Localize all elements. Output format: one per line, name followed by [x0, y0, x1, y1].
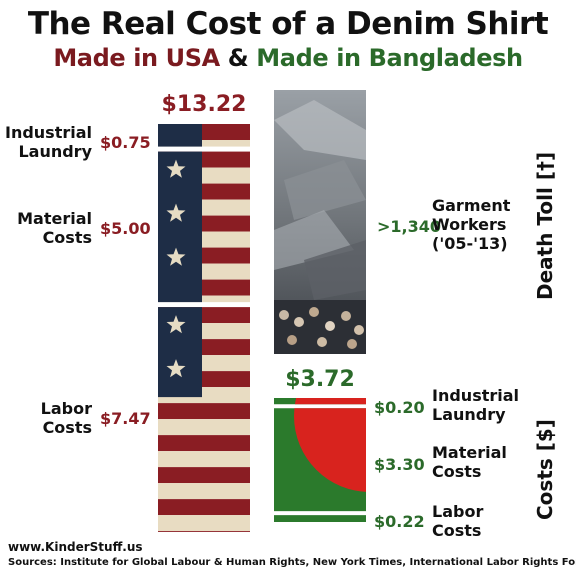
footer-site: www.KinderStuff.us: [8, 540, 143, 554]
usa-label-laundry: Industrial Laundry: [4, 123, 92, 161]
bd-segment-labor: [274, 515, 366, 522]
costs-axis-label: Costs [$]: [533, 419, 557, 520]
usa-flag-bar: [158, 124, 250, 532]
bd-total-label: $3.72: [285, 367, 355, 392]
death-toll-axis-label: Death Toll [†]: [533, 151, 557, 300]
bd-value-laundry: $0.20: [374, 398, 425, 417]
usa-segment-laundry: [158, 124, 250, 147]
usa-total-label: $13.22: [161, 92, 247, 117]
bd-label-material: Material Costs: [432, 443, 507, 481]
usa-value-laundry: $0.75: [100, 133, 151, 152]
usa-value-labor: $7.47: [100, 409, 151, 428]
death-toll-value: >1,340: [377, 217, 442, 236]
bd-label-labor: Labor Costs: [432, 502, 484, 540]
subtitle-ampersand: &: [227, 44, 249, 72]
factory-collapse-photo: [274, 90, 366, 354]
usa-label-labor: Labor Costs: [40, 399, 92, 437]
death-toll-label: Garment Workers ('05-'13): [432, 196, 511, 253]
chart-title: The Real Cost of a Denim Shirt: [27, 6, 549, 42]
usa-label-material: Material Costs: [17, 209, 92, 247]
bd-label-laundry: Industrial Laundry: [432, 386, 520, 424]
footer-sources: Sources: Institute for Global Labour & H…: [8, 557, 576, 568]
bd-flag-disc: [294, 398, 366, 492]
usa-segment-labor: [158, 307, 250, 532]
chart-subtitle: Made in USA & Made in Bangladesh: [0, 44, 576, 72]
subtitle-usa: Made in USA: [53, 44, 220, 72]
bd-value-material: $3.30: [374, 455, 425, 474]
bd-flag-bar: [274, 398, 366, 522]
usa-value-material: $5.00: [100, 219, 151, 238]
subtitle-bangladesh: Made in Bangladesh: [256, 44, 523, 72]
bd-value-labor: $0.22: [374, 512, 425, 531]
usa-segment-material: [158, 151, 250, 303]
